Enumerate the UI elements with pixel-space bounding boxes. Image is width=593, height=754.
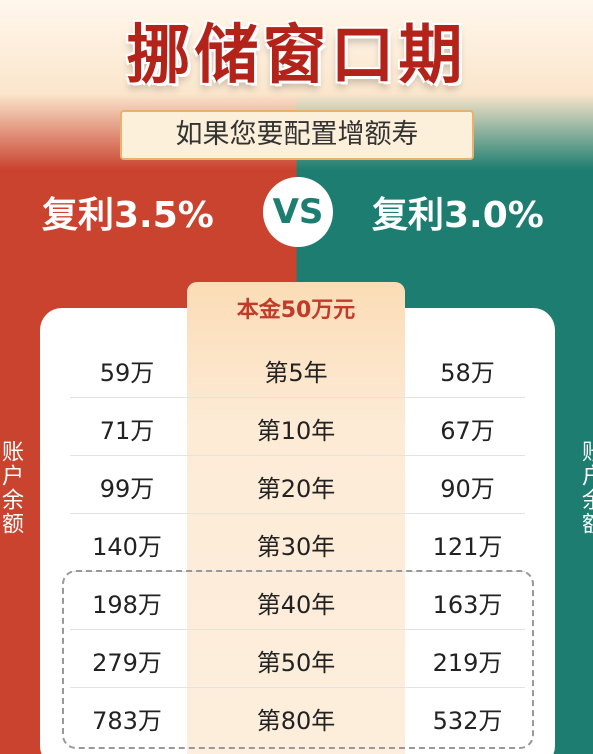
year: 第50年 [256,649,336,677]
right-balance: 67万 [440,417,495,445]
left-balance: 783万 [92,707,162,735]
right-balance: 532万 [432,707,503,735]
subtitle: 如果您要配置增额寿 [120,110,474,160]
row-divider [70,513,525,514]
right-balance: 90万 [440,475,495,503]
highlight-frame [62,570,534,749]
title: 挪储窗口期 [126,19,467,93]
right-balance: 219万 [432,649,503,677]
left-rate: 复利3.5% [42,195,214,236]
left-balance: 99万 [99,475,155,503]
row-divider [70,397,525,398]
right-balance: 121万 [432,533,503,561]
right-side-label: 账户余额 [578,440,593,536]
left-side-label: 账户余额 [0,440,23,536]
right-balance: 163万 [432,591,503,619]
left-balance: 71万 [99,417,155,445]
row-divider [70,629,525,630]
left-balance: 140万 [92,533,162,561]
vs-badge: VS [263,177,333,247]
left-balance: 279万 [92,649,162,677]
year: 第80年 [256,707,336,735]
table-header: 本金50万元 [236,298,356,323]
year: 第5年 [264,359,328,387]
center-column [187,282,405,754]
year: 第40年 [256,591,336,619]
year: 第10年 [256,417,336,445]
left-balance: 198万 [92,591,162,619]
year: 第20年 [256,475,336,503]
row-divider [70,687,525,688]
right-rate: 复利3.0% [372,195,544,236]
left-balance: 59万 [99,359,155,387]
row-divider [70,455,525,456]
year: 第30年 [256,533,336,561]
right-balance: 58万 [440,359,495,387]
